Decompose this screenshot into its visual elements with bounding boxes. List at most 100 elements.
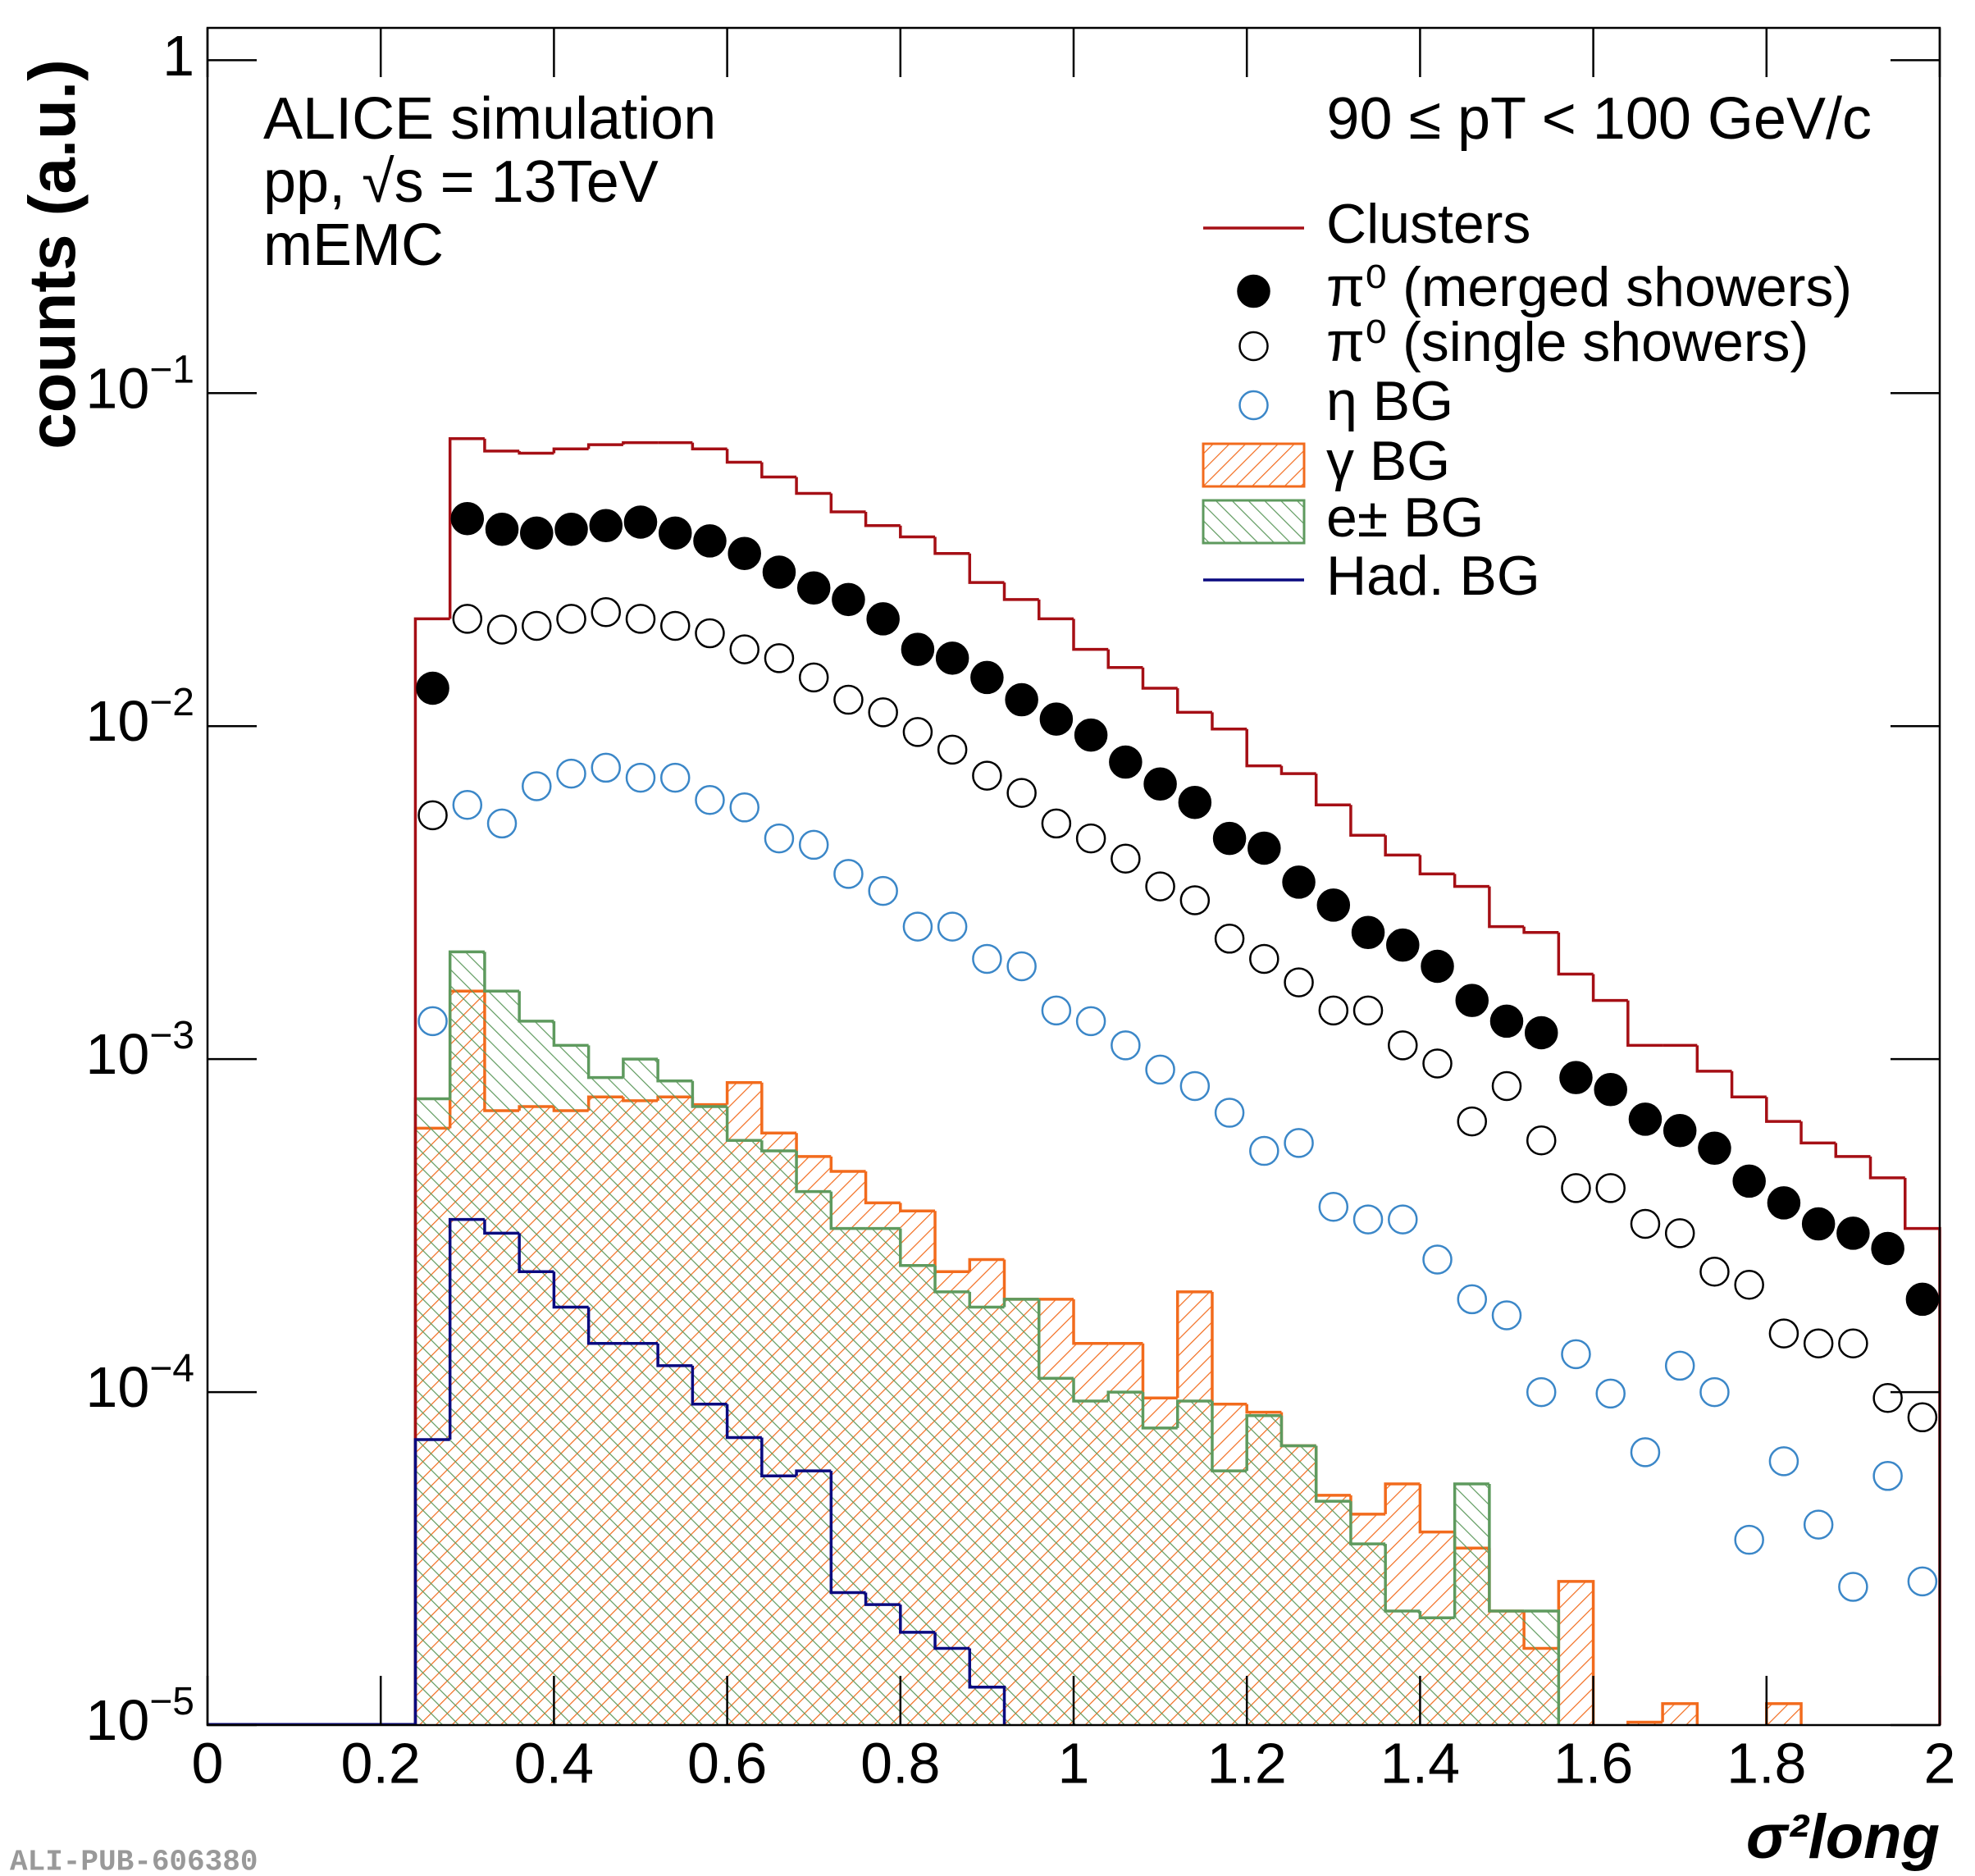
- data-point: [625, 762, 656, 793]
- data-point: [1005, 682, 1038, 717]
- data-point: [1457, 1106, 1488, 1137]
- y-tick-label: 10−1: [85, 348, 194, 421]
- data-point: [556, 758, 586, 789]
- data-point: [522, 771, 552, 801]
- hist-step: [1453, 1482, 1489, 1618]
- y-tick-label: 10−3: [85, 1014, 194, 1087]
- hist-bar: [484, 991, 520, 1725]
- hist-step: [933, 1211, 970, 1273]
- data-point: [452, 789, 483, 820]
- data-point: [658, 516, 692, 550]
- data-point: [623, 505, 658, 539]
- hist-step: [1211, 712, 1247, 731]
- hist-bar: [935, 1291, 970, 1725]
- data-point: [695, 785, 725, 815]
- hist-step: [829, 1191, 866, 1230]
- data-point: [972, 943, 1002, 975]
- data-point: [902, 911, 933, 942]
- data-point: [868, 697, 898, 728]
- legend-swatch: [1202, 442, 1306, 488]
- hist-step: [1488, 1548, 1525, 1613]
- data-point: [1284, 967, 1314, 997]
- hist-bar: [1420, 1618, 1455, 1725]
- data-point: [762, 555, 796, 589]
- hist-bar: [1489, 1610, 1525, 1725]
- hist-bar: [658, 1080, 693, 1725]
- hist-step: [448, 950, 485, 1099]
- data-point: [1282, 865, 1316, 899]
- data-point: [1455, 984, 1489, 1017]
- y-tick-label: 1: [162, 24, 194, 88]
- hist-step: [586, 443, 623, 450]
- x-tick-label: 2: [1924, 1731, 1956, 1795]
- hist-step: [1730, 1070, 1767, 1098]
- hist-bar: [1281, 1445, 1316, 1725]
- hist-step: [968, 1648, 1006, 1725]
- hist-step: [933, 1265, 970, 1294]
- data-point: [1352, 995, 1384, 1026]
- data-point: [522, 610, 552, 641]
- hist-step: [1799, 1121, 1836, 1145]
- hist-bar: [1074, 1400, 1109, 1725]
- data-point: [1351, 915, 1385, 950]
- data-point: [1907, 1402, 1938, 1433]
- data-point: [1318, 1191, 1349, 1222]
- hist-step: [1349, 1501, 1386, 1545]
- hist-step: [1245, 728, 1282, 768]
- data-point: [486, 614, 518, 645]
- hist-bar: [1663, 1703, 1698, 1725]
- data-point: [1075, 823, 1106, 854]
- data-point: [417, 800, 448, 831]
- data-point: [1768, 1446, 1799, 1477]
- data-point: [695, 618, 725, 649]
- x-tick-label: 0.2: [341, 1731, 421, 1795]
- hist-step: [691, 1365, 728, 1406]
- hist-step: [1175, 1399, 1212, 1428]
- hist-step: [1002, 582, 1039, 601]
- data-point: [1699, 1376, 1730, 1408]
- hist-bar: [415, 1098, 450, 1725]
- data-point: [1872, 1461, 1903, 1491]
- hist-step: [1002, 1298, 1039, 1308]
- hist-step: [795, 1133, 832, 1158]
- data-point: [1457, 1284, 1488, 1315]
- data-point: [833, 684, 864, 715]
- hist-step: [622, 1057, 659, 1078]
- hist-step: [829, 1471, 866, 1595]
- hist-step: [448, 437, 485, 619]
- hist-bar: [1211, 1471, 1247, 1725]
- legend-label: γ BG: [1326, 430, 1450, 492]
- hist-step: [725, 1081, 762, 1105]
- data-point: [1663, 1114, 1697, 1148]
- hist-bar: [1177, 1400, 1212, 1725]
- hist-step: [1418, 1483, 1455, 1534]
- data-point: [868, 875, 898, 906]
- data-point: [1388, 1030, 1418, 1061]
- hist-bar: [761, 1151, 797, 1725]
- hist-bar: [588, 1077, 623, 1725]
- data-point: [1491, 1070, 1522, 1102]
- hist-bar: [1108, 1392, 1143, 1725]
- hist-step: [552, 1020, 589, 1048]
- data-point: [798, 829, 829, 860]
- hist-bar: [1004, 1299, 1039, 1725]
- hist-step: [691, 442, 728, 451]
- hist-step: [1349, 805, 1386, 838]
- data-point: [1768, 1318, 1799, 1349]
- hist-bar: [727, 1140, 762, 1725]
- hist-step: [1245, 1413, 1282, 1472]
- data-point: [1422, 1244, 1453, 1275]
- hist-step: [1384, 835, 1421, 857]
- data-point: [1489, 1004, 1524, 1038]
- data-point: [1249, 943, 1279, 975]
- y-tick-label: 10−4: [85, 1347, 194, 1420]
- x-tick-label: 0.6: [687, 1731, 767, 1795]
- hist-step: [899, 1228, 936, 1267]
- hist-step: [691, 1097, 728, 1107]
- data-point: [416, 671, 449, 705]
- hist-step: [795, 1151, 832, 1194]
- data-point: [485, 513, 519, 546]
- data-point: [1179, 1070, 1211, 1102]
- hist-step: [483, 438, 520, 453]
